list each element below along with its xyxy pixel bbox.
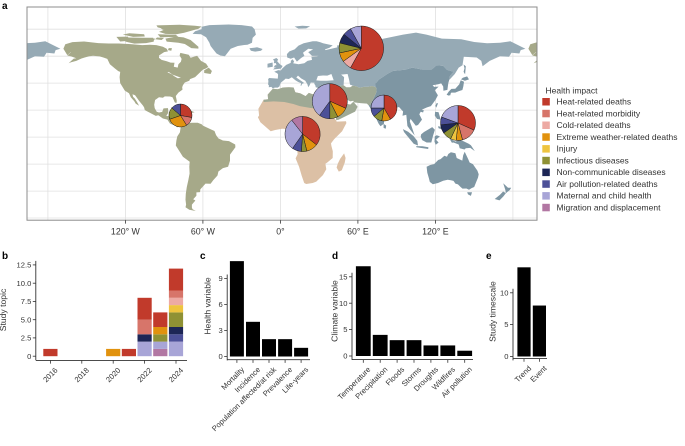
svg-text:d: d	[332, 251, 338, 262]
svg-text:Study topic: Study topic	[0, 288, 8, 331]
svg-text:7.5: 7.5	[21, 297, 32, 306]
svg-text:Air pollution-related deaths: Air pollution-related deaths	[557, 179, 658, 189]
svg-text:Study timescale: Study timescale	[488, 281, 498, 342]
svg-text:5: 5	[504, 320, 508, 329]
svg-text:b: b	[2, 251, 8, 262]
svg-text:Migration and displacement: Migration and displacement	[557, 202, 662, 212]
svg-text:Infectious diseases: Infectious diseases	[557, 155, 629, 165]
svg-text:Non-communicable diseases: Non-communicable diseases	[557, 167, 666, 177]
svg-text:15: 15	[339, 272, 347, 281]
svg-text:60° W: 60° W	[191, 226, 216, 236]
svg-text:Cold-related deaths: Cold-related deaths	[557, 120, 631, 130]
svg-text:120° W: 120° W	[111, 226, 141, 236]
svg-text:Injury: Injury	[557, 144, 579, 154]
svg-text:10: 10	[500, 288, 508, 297]
svg-text:0: 0	[218, 352, 222, 361]
svg-text:6: 6	[218, 300, 222, 309]
svg-text:Extreme weather-related deaths: Extreme weather-related deaths	[557, 132, 678, 142]
svg-text:c: c	[200, 251, 206, 262]
svg-text:0: 0	[343, 352, 347, 361]
svg-text:0: 0	[27, 352, 31, 361]
svg-text:Health impact: Health impact	[546, 86, 599, 96]
svg-text:a: a	[2, 1, 8, 12]
svg-text:e: e	[486, 251, 492, 262]
svg-text:2.5: 2.5	[21, 334, 32, 343]
svg-text:60° E: 60° E	[347, 226, 369, 236]
svg-text:5: 5	[343, 325, 347, 334]
svg-text:9: 9	[218, 274, 222, 283]
svg-text:Climate variable: Climate variable	[329, 280, 339, 342]
svg-text:Maternal and child health: Maternal and child health	[557, 191, 652, 201]
svg-text:10.0: 10.0	[17, 279, 32, 288]
svg-text:Health variable: Health variable	[203, 277, 213, 335]
svg-text:0°: 0°	[276, 226, 284, 236]
svg-text:Heat-related deaths: Heat-related deaths	[557, 97, 632, 107]
svg-text:120° E: 120° E	[422, 226, 449, 236]
svg-text:Heat-related morbidity: Heat-related morbidity	[557, 108, 641, 118]
svg-text:5.0: 5.0	[21, 315, 32, 324]
svg-text:12.5: 12.5	[17, 261, 32, 270]
svg-text:3: 3	[218, 326, 222, 335]
svg-text:0: 0	[504, 352, 508, 361]
svg-text:10: 10	[339, 299, 347, 308]
